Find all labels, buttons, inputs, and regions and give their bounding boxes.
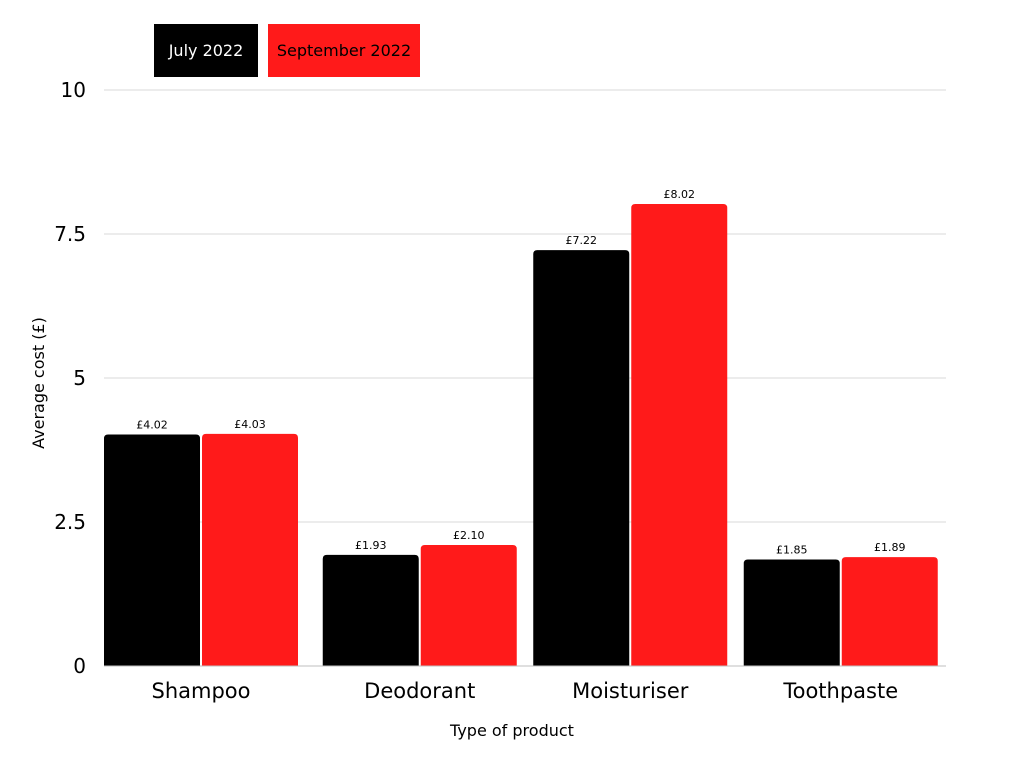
y-tick-label: 0 xyxy=(73,654,86,678)
bars xyxy=(104,204,938,667)
data-label: £1.89 xyxy=(874,541,906,554)
bar-toothpaste-july-2022 xyxy=(743,559,840,666)
bar-deodorant-september-2022 xyxy=(420,545,517,666)
bar-shampoo-september-2022 xyxy=(202,433,298,666)
data-label: £4.03 xyxy=(234,418,266,431)
data-label: £2.10 xyxy=(453,529,485,542)
y-tick-label: 2.5 xyxy=(54,510,86,534)
gridlines xyxy=(104,89,946,523)
x-category-label: Moisturiser xyxy=(572,679,689,703)
data-label: £8.02 xyxy=(664,188,696,201)
bar-deodorant-july-2022 xyxy=(322,554,419,666)
data-label: £1.93 xyxy=(355,539,387,552)
bar-moisturiser-september-2022 xyxy=(631,204,728,666)
data-label: £1.85 xyxy=(776,543,808,556)
bar-shampoo-july-2022 xyxy=(104,434,200,666)
legend-item-september-2022: September 2022 xyxy=(268,24,420,77)
x-axis-title: Type of product xyxy=(449,721,574,740)
data-labels: £4.02 £4.03 £1.93 £2.10 £7.22 £8.02 £1.85 £1.89 xyxy=(136,188,905,556)
y-axis-ticks: 0 2.5 5 7.5 10 xyxy=(54,78,86,678)
y-tick-label: 5 xyxy=(73,366,86,390)
data-label: £7.22 xyxy=(566,234,598,247)
data-label: £4.02 xyxy=(136,418,168,431)
y-tick-label: 10 xyxy=(61,78,86,102)
x-category-label: Deodorant xyxy=(364,679,475,703)
x-category-label: Toothpaste xyxy=(782,679,898,703)
x-category-label: Shampoo xyxy=(152,679,251,703)
y-tick-label: 7.5 xyxy=(54,222,86,246)
y-axis-title: Average cost (£) xyxy=(29,317,48,449)
x-axis-categories: Shampoo Deodorant Moisturiser Toothpaste xyxy=(152,679,899,703)
legend-item-july-2022: July 2022 xyxy=(154,24,258,77)
bar-moisturiser-july-2022 xyxy=(533,250,630,667)
bar-toothpaste-september-2022 xyxy=(841,557,938,666)
